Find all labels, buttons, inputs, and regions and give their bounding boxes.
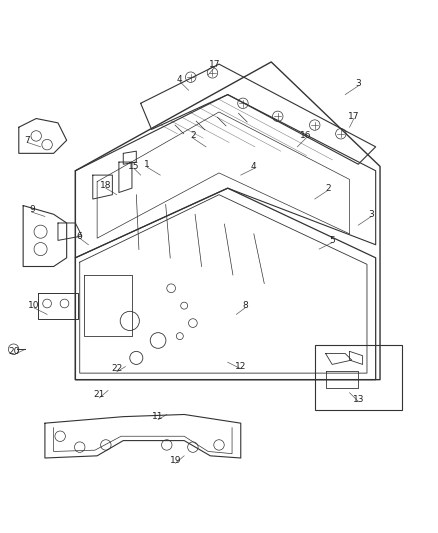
- Text: 17: 17: [348, 112, 360, 121]
- Text: 21: 21: [94, 390, 105, 399]
- Text: 18: 18: [100, 181, 112, 190]
- Text: 20: 20: [9, 347, 20, 356]
- Text: 15: 15: [128, 162, 140, 171]
- Text: 4: 4: [251, 162, 257, 171]
- Text: 4: 4: [177, 75, 183, 84]
- Text: 5: 5: [329, 236, 335, 245]
- Text: 16: 16: [300, 132, 312, 140]
- Text: 19: 19: [170, 456, 181, 465]
- Text: 13: 13: [353, 395, 364, 403]
- Text: 6: 6: [77, 231, 83, 240]
- Text: 11: 11: [152, 412, 164, 421]
- Text: 3: 3: [355, 79, 361, 88]
- Text: 2: 2: [325, 184, 331, 192]
- Text: 9: 9: [29, 205, 35, 214]
- Text: 8: 8: [242, 301, 248, 310]
- Text: 3: 3: [368, 210, 374, 219]
- Text: 1: 1: [144, 160, 150, 169]
- Text: 7: 7: [25, 136, 30, 145]
- Text: 17: 17: [209, 60, 220, 69]
- Text: 12: 12: [235, 362, 247, 371]
- Text: 22: 22: [111, 364, 122, 373]
- Text: 2: 2: [190, 132, 196, 140]
- Text: 10: 10: [28, 301, 40, 310]
- Bar: [315, 345, 402, 410]
